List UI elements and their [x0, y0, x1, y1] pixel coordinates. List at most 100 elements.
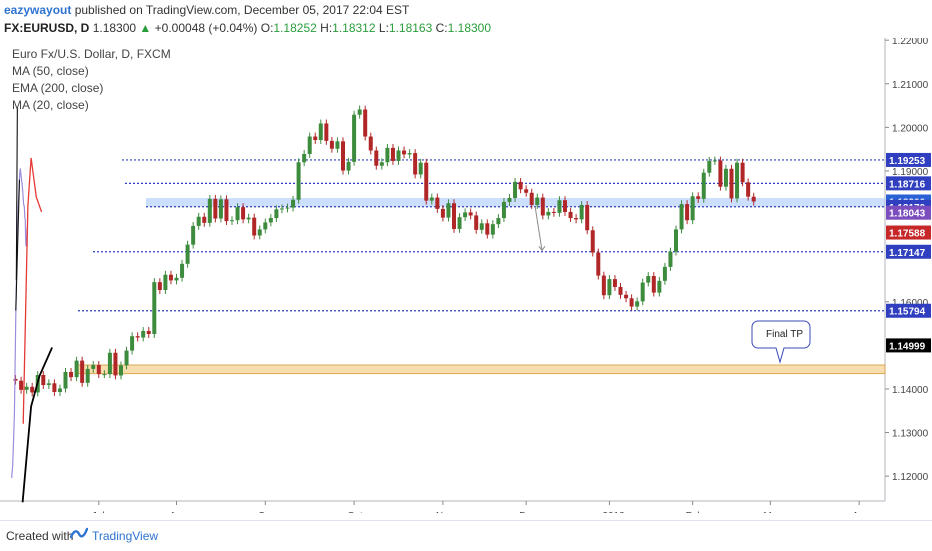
- candle-body: [230, 220, 234, 222]
- x-tick-label: 2018: [602, 511, 625, 513]
- candles-group: [13, 105, 756, 397]
- candle-body: [341, 141, 345, 171]
- tradingview-link[interactable]: TradingView: [92, 529, 159, 543]
- candle-body: [113, 352, 118, 376]
- candle-body: [41, 375, 46, 386]
- price-tag: [886, 152, 931, 167]
- candle-body: [329, 140, 334, 149]
- candle-body: [263, 222, 268, 230]
- candle-body: [163, 274, 168, 290]
- candle-body: [507, 198, 512, 202]
- candle-body: [574, 218, 579, 220]
- price-tag-label: 1.17588: [889, 229, 926, 240]
- candle-body: [385, 147, 390, 163]
- x-tick-label: Nov: [436, 511, 454, 513]
- candle-body: [91, 364, 96, 369]
- publish-line: eazywayout published on TradingView.com,…: [4, 3, 409, 17]
- candle-body: [207, 198, 212, 223]
- x-tick-label: Oct: [347, 511, 363, 513]
- candle-body: [174, 277, 179, 281]
- candle-body: [374, 150, 379, 166]
- candle-body: [274, 209, 279, 219]
- candle-body: [352, 114, 357, 162]
- x-tick-label: Apr: [852, 511, 868, 513]
- footer-bar: Created with TradingView: [0, 520, 932, 551]
- supply-zone: [77, 364, 886, 375]
- candle-body: [13, 378, 18, 381]
- candle-body: [257, 229, 262, 236]
- candle-body: [302, 153, 307, 163]
- candle-body: [479, 223, 484, 230]
- ema200-line: [22, 157, 43, 424]
- low-label: L:: [378, 21, 389, 35]
- candle-body: [346, 161, 351, 171]
- projection-arrow: [534, 205, 543, 251]
- candle-body: [729, 168, 734, 199]
- candle-body: [624, 294, 629, 299]
- candle-body: [723, 168, 728, 187]
- x-tick-label: Sep: [258, 511, 276, 513]
- author-link[interactable]: eazywayout: [4, 3, 72, 17]
- price-tag: [886, 303, 931, 318]
- candle-body: [557, 200, 562, 213]
- candle-body: [124, 350, 129, 366]
- candle-body: [268, 218, 273, 223]
- candle-body: [712, 160, 717, 162]
- candle-body: [96, 364, 101, 375]
- candle-body: [52, 383, 57, 393]
- candle-body: [285, 207, 290, 209]
- candle-body: [529, 192, 534, 205]
- candle-body: [618, 286, 623, 295]
- candle-body: [696, 196, 701, 199]
- candle-body: [524, 189, 529, 193]
- candle-body: [418, 162, 423, 175]
- candle-body: [379, 162, 384, 166]
- candle-body: [335, 141, 340, 149]
- candle-body: [646, 276, 651, 283]
- candle-body: [413, 153, 418, 175]
- candle-body: [191, 225, 196, 245]
- price-chart[interactable]: 1.22000 1.21000 1.20000 1.19000 1.16000 1.140…: [0, 36, 932, 522]
- price-tag-label: 1.15794: [889, 307, 926, 318]
- candle-body: [612, 279, 617, 287]
- candle-body: [490, 224, 495, 235]
- change-value: +0.00048 (+0.04%): [154, 21, 258, 35]
- candle-body: [735, 162, 740, 199]
- y-tick-label: 1.19000: [892, 167, 929, 178]
- candle-body: [196, 216, 201, 226]
- tradingview-logo-icon: [70, 527, 88, 539]
- chart-area[interactable]: 1.22000 1.21000 1.20000 1.19000 1.16000 1.140…: [0, 36, 932, 522]
- y-tick-label: 1.12000: [892, 472, 929, 483]
- x-tick-label: Jul: [92, 511, 105, 513]
- candle-body: [402, 150, 407, 155]
- x-tick-label: Aug: [170, 511, 188, 513]
- final-tp-label: Final TP: [766, 329, 803, 340]
- candle-body: [535, 197, 540, 205]
- candle-body: [651, 276, 656, 293]
- price-tag-label: 1.14999: [889, 341, 926, 352]
- candle-body: [235, 207, 240, 221]
- ma50-line: [21, 347, 53, 503]
- current-price-band: [146, 198, 885, 207]
- candle-body: [585, 204, 590, 231]
- candle-body: [85, 368, 90, 383]
- candle-body: [429, 197, 434, 201]
- price-tag: [886, 338, 931, 353]
- candle-body: [596, 252, 601, 276]
- channel-upper-line: [15, 106, 18, 280]
- candle-body: [540, 197, 545, 216]
- candle-body: [152, 282, 157, 335]
- candle-body: [102, 374, 107, 376]
- channel-lower-line: [15, 179, 21, 311]
- legend-title: Euro Fx/U.S. Dollar, D, FXCM: [12, 47, 171, 61]
- created-with-text: Created with: [6, 529, 74, 543]
- candle-body: [629, 298, 634, 307]
- candle-body: [119, 365, 123, 376]
- candle-body: [690, 196, 695, 221]
- candle-body: [496, 218, 501, 225]
- candle-body: [435, 197, 440, 209]
- price-tag: [886, 225, 931, 240]
- candle-body: [19, 380, 24, 390]
- candle-body: [80, 360, 85, 383]
- price-tag: [886, 205, 931, 220]
